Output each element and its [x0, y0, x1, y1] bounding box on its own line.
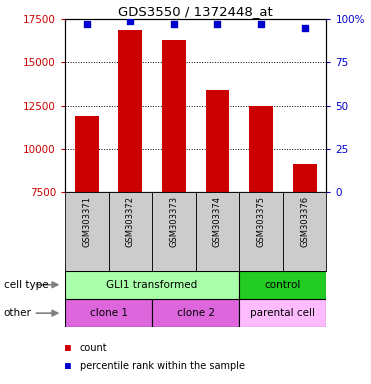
Point	[258, 22, 264, 28]
Text: GSM303375: GSM303375	[257, 196, 266, 247]
Text: count: count	[80, 343, 107, 353]
Bar	[65, 192, 109, 271]
Bar	[75, 116, 99, 192]
Point	[171, 22, 177, 28]
Bar	[293, 164, 317, 192]
Text: clone 2: clone 2	[177, 308, 215, 318]
Text: GSM303371: GSM303371	[82, 196, 91, 247]
Text: control: control	[265, 280, 301, 290]
Text: clone 1: clone 1	[89, 308, 128, 318]
Text: percentile rank within the sample: percentile rank within the sample	[80, 361, 245, 371]
Bar	[152, 192, 196, 271]
Bar	[118, 30, 142, 192]
Bar	[162, 40, 186, 192]
Point	[84, 22, 90, 28]
Bar	[65, 299, 152, 327]
Bar	[152, 299, 239, 327]
Text: ■: ■	[65, 361, 71, 371]
Point	[302, 25, 308, 31]
Point	[127, 18, 133, 24]
Bar	[206, 90, 230, 192]
Bar	[196, 192, 239, 271]
Text: parental cell: parental cell	[250, 308, 315, 318]
Bar	[239, 299, 326, 327]
Bar	[239, 271, 326, 299]
Text: other: other	[4, 308, 32, 318]
Point	[214, 22, 220, 28]
Text: cell type: cell type	[4, 280, 48, 290]
Text: GSM303372: GSM303372	[126, 196, 135, 247]
Bar	[239, 192, 283, 271]
Bar	[249, 106, 273, 192]
Text: GLI1 transformed: GLI1 transformed	[106, 280, 198, 290]
Text: GSM303376: GSM303376	[300, 196, 309, 247]
Text: GSM303373: GSM303373	[170, 196, 178, 247]
Bar	[65, 271, 239, 299]
Bar	[283, 192, 326, 271]
Bar	[109, 192, 152, 271]
Text: ■: ■	[65, 343, 71, 353]
Title: GDS3550 / 1372448_at: GDS3550 / 1372448_at	[118, 5, 273, 18]
Text: GSM303374: GSM303374	[213, 196, 222, 247]
